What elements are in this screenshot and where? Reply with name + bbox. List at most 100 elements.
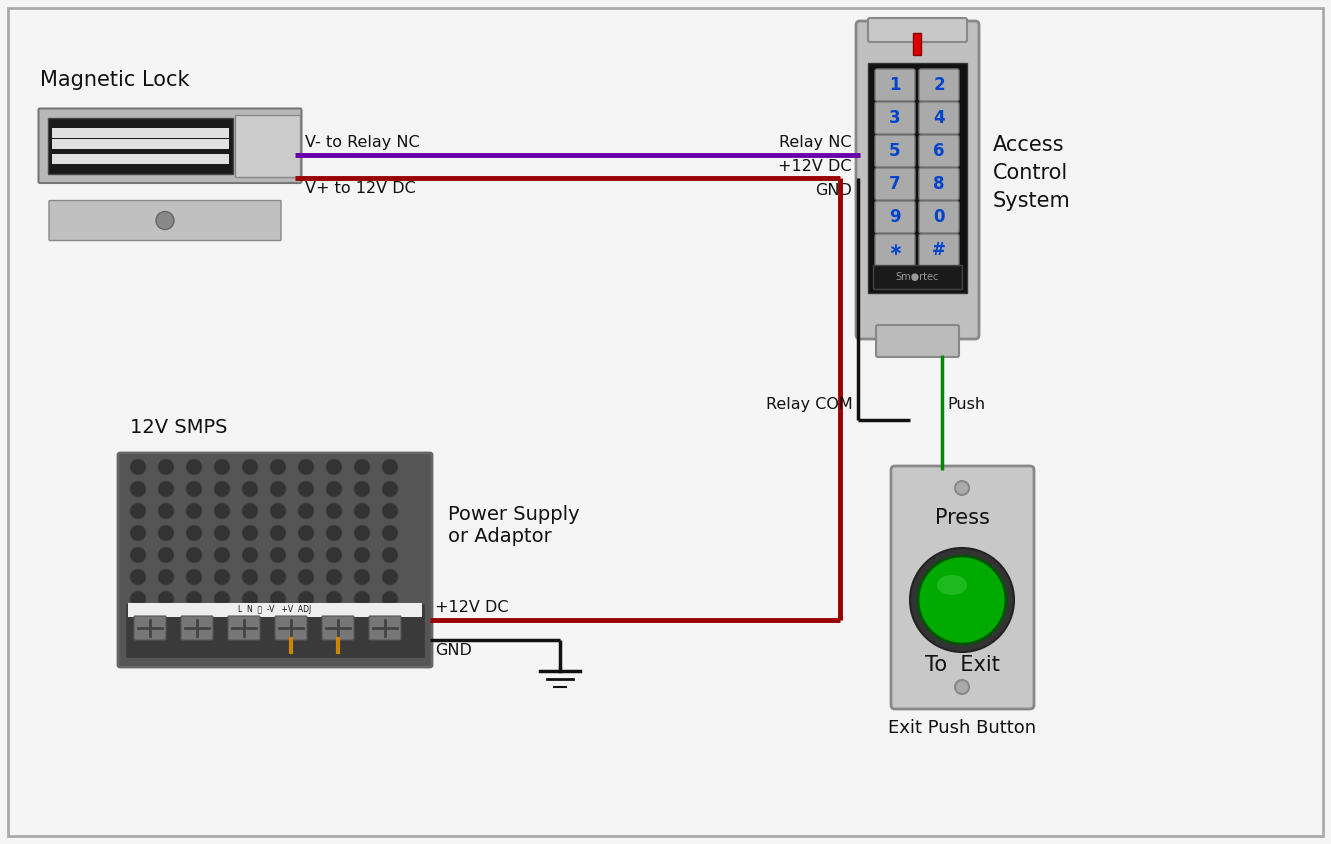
Circle shape bbox=[158, 569, 174, 585]
FancyBboxPatch shape bbox=[918, 201, 960, 233]
Bar bbox=[873, 265, 962, 289]
FancyBboxPatch shape bbox=[181, 616, 213, 640]
Circle shape bbox=[298, 503, 314, 519]
Circle shape bbox=[130, 569, 146, 585]
Circle shape bbox=[130, 547, 146, 563]
FancyBboxPatch shape bbox=[868, 18, 968, 42]
Text: Relay COM: Relay COM bbox=[767, 397, 853, 412]
Text: ∗: ∗ bbox=[888, 241, 902, 259]
FancyBboxPatch shape bbox=[49, 201, 281, 241]
FancyBboxPatch shape bbox=[874, 135, 914, 167]
Circle shape bbox=[214, 591, 230, 607]
Circle shape bbox=[382, 503, 398, 519]
Circle shape bbox=[382, 569, 398, 585]
Circle shape bbox=[326, 525, 342, 541]
Bar bbox=[52, 139, 229, 149]
Circle shape bbox=[130, 481, 146, 497]
Text: GND: GND bbox=[435, 643, 473, 658]
Bar bbox=[128, 603, 422, 617]
Circle shape bbox=[354, 525, 370, 541]
Circle shape bbox=[158, 591, 174, 607]
Bar bbox=[52, 128, 229, 138]
Circle shape bbox=[158, 481, 174, 497]
Circle shape bbox=[956, 481, 969, 495]
Circle shape bbox=[354, 569, 370, 585]
Bar bbox=[913, 33, 921, 55]
Circle shape bbox=[382, 459, 398, 475]
FancyBboxPatch shape bbox=[890, 466, 1034, 709]
Circle shape bbox=[158, 459, 174, 475]
Circle shape bbox=[214, 525, 230, 541]
Text: L  N  ⏚  -V   +V  ADJ: L N ⏚ -V +V ADJ bbox=[238, 605, 311, 614]
Circle shape bbox=[270, 481, 286, 497]
Bar bbox=[236, 115, 299, 176]
FancyBboxPatch shape bbox=[874, 69, 914, 101]
Circle shape bbox=[158, 525, 174, 541]
FancyBboxPatch shape bbox=[874, 234, 914, 266]
Text: +12V DC: +12V DC bbox=[779, 159, 852, 174]
Circle shape bbox=[382, 525, 398, 541]
Circle shape bbox=[326, 569, 342, 585]
Circle shape bbox=[214, 503, 230, 519]
Circle shape bbox=[298, 481, 314, 497]
Text: 0: 0 bbox=[933, 208, 945, 226]
Circle shape bbox=[186, 503, 202, 519]
Circle shape bbox=[382, 591, 398, 607]
FancyBboxPatch shape bbox=[322, 616, 354, 640]
Circle shape bbox=[130, 525, 146, 541]
FancyBboxPatch shape bbox=[874, 201, 914, 233]
Circle shape bbox=[242, 591, 258, 607]
FancyBboxPatch shape bbox=[918, 69, 960, 101]
Text: V- to Relay NC: V- to Relay NC bbox=[305, 135, 419, 150]
Circle shape bbox=[354, 503, 370, 519]
Text: Sm●rtec: Sm●rtec bbox=[896, 272, 940, 282]
Circle shape bbox=[354, 591, 370, 607]
Text: 1: 1 bbox=[889, 76, 901, 94]
FancyBboxPatch shape bbox=[874, 168, 914, 200]
Circle shape bbox=[326, 503, 342, 519]
Circle shape bbox=[918, 556, 1006, 644]
Circle shape bbox=[158, 503, 174, 519]
FancyBboxPatch shape bbox=[856, 21, 980, 339]
Circle shape bbox=[186, 569, 202, 585]
Text: 7: 7 bbox=[889, 175, 901, 193]
Circle shape bbox=[326, 481, 342, 497]
Circle shape bbox=[156, 212, 174, 230]
Circle shape bbox=[354, 547, 370, 563]
Circle shape bbox=[130, 503, 146, 519]
Circle shape bbox=[214, 459, 230, 475]
Text: 8: 8 bbox=[933, 175, 945, 193]
Text: Magnetic Lock: Magnetic Lock bbox=[40, 70, 189, 90]
Text: 5: 5 bbox=[889, 142, 901, 160]
Circle shape bbox=[186, 525, 202, 541]
FancyBboxPatch shape bbox=[918, 234, 960, 266]
FancyBboxPatch shape bbox=[134, 616, 166, 640]
FancyBboxPatch shape bbox=[874, 102, 914, 134]
Circle shape bbox=[270, 525, 286, 541]
Circle shape bbox=[298, 569, 314, 585]
Circle shape bbox=[956, 680, 969, 694]
Text: Press: Press bbox=[934, 508, 989, 528]
Bar bbox=[125, 603, 425, 658]
FancyBboxPatch shape bbox=[918, 135, 960, 167]
Text: 12V SMPS: 12V SMPS bbox=[130, 418, 228, 437]
Circle shape bbox=[298, 525, 314, 541]
Text: Relay NC: Relay NC bbox=[780, 135, 852, 150]
Text: 2: 2 bbox=[933, 76, 945, 94]
Circle shape bbox=[186, 591, 202, 607]
Circle shape bbox=[326, 591, 342, 607]
Circle shape bbox=[270, 569, 286, 585]
Text: 3: 3 bbox=[889, 109, 901, 127]
FancyBboxPatch shape bbox=[876, 325, 960, 357]
Circle shape bbox=[242, 503, 258, 519]
Circle shape bbox=[158, 547, 174, 563]
Text: GND: GND bbox=[815, 183, 852, 198]
Circle shape bbox=[298, 547, 314, 563]
Circle shape bbox=[242, 481, 258, 497]
Circle shape bbox=[382, 547, 398, 563]
Text: 9: 9 bbox=[889, 208, 901, 226]
Circle shape bbox=[214, 547, 230, 563]
Text: V+ to 12V DC: V+ to 12V DC bbox=[305, 181, 415, 196]
Circle shape bbox=[326, 547, 342, 563]
Circle shape bbox=[270, 547, 286, 563]
